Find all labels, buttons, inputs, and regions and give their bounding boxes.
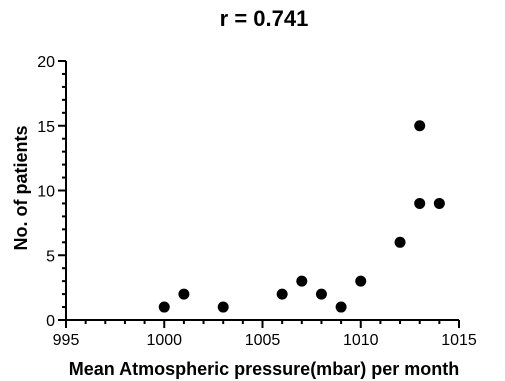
data-point [414,197,426,209]
data-point [158,301,170,313]
data-point [394,236,406,248]
data-point [315,288,327,300]
data-point [355,275,367,287]
x-tick-label: 1005 [245,332,281,349]
x-tick-label: 1015 [441,332,477,349]
data-point [178,288,190,300]
axes [65,61,459,321]
data-point [433,197,445,209]
y-tick-label: 20 [37,54,55,71]
data-point [335,301,347,313]
y-tick-label: 0 [46,313,55,330]
x-axis-ticks: 995 1000 1005 1010 1015 [53,320,477,349]
chart-title: r = 0.741 [220,6,309,31]
y-tick-label: 10 [37,184,55,201]
x-tick-label: 1000 [146,332,182,349]
data-point [414,120,426,132]
y-tick-label: 15 [37,119,55,136]
y-tick-label: 5 [46,248,55,265]
data-point [296,275,308,287]
x-tick-label: 1010 [343,332,379,349]
x-axis-label: Mean Atmospheric pressure(mbar) per mont… [69,359,459,379]
data-point [217,301,229,313]
y-axis-label: No. of patients [11,126,31,251]
x-tick-label: 995 [53,332,80,349]
data-points [158,120,445,313]
data-point [276,288,288,300]
y-axis-ticks: 0 5 10 15 20 [37,54,66,330]
